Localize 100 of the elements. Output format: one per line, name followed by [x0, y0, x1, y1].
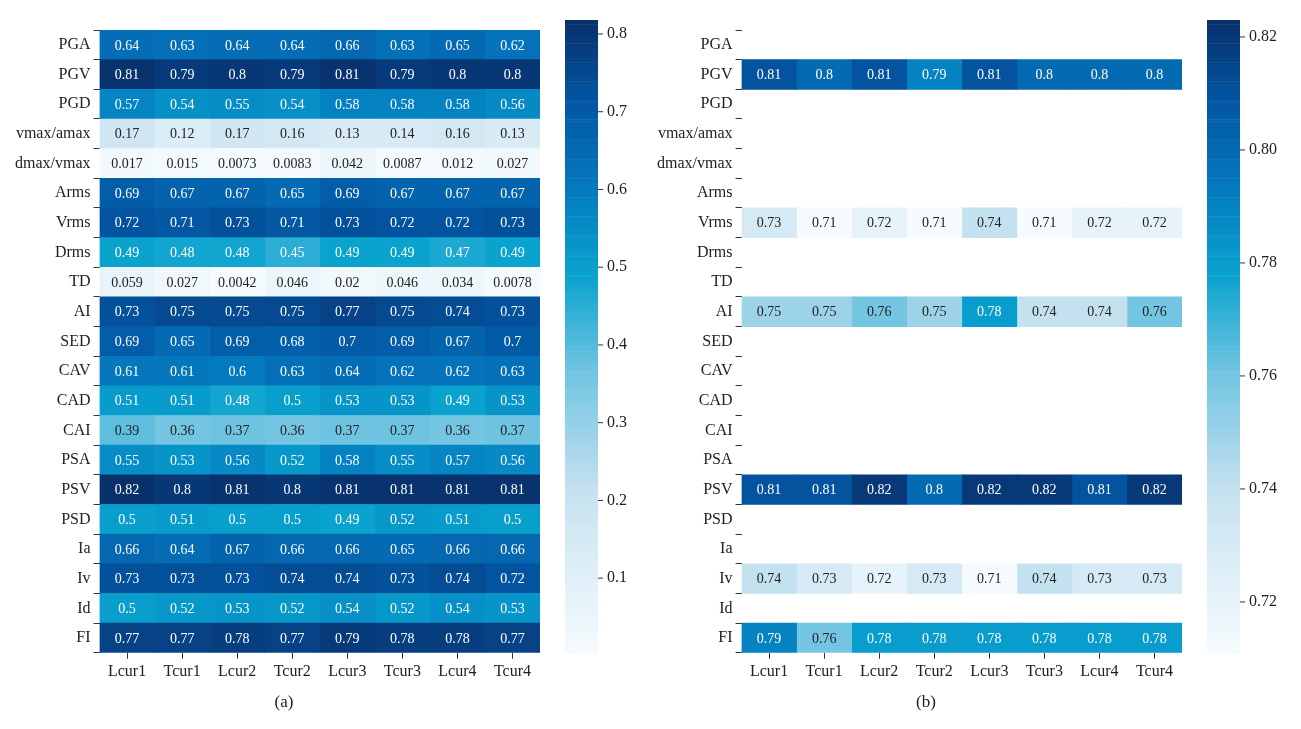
- data-label: 0.63: [500, 363, 525, 379]
- data-label: 0.71: [279, 215, 305, 231]
- data-label: 0.64: [169, 541, 195, 557]
- y-tick-label: Ia: [720, 539, 733, 557]
- data-label: 0.79: [921, 67, 947, 83]
- data-label: 0.73: [500, 304, 525, 320]
- data-label: 0.73: [500, 215, 525, 231]
- data-label: 0.74: [445, 304, 470, 320]
- y-tick-label: dmax/vmax: [656, 153, 733, 171]
- data-label: 0.36: [279, 423, 305, 439]
- data-label: 0.77: [169, 630, 195, 646]
- data-label: 0.66: [335, 37, 360, 53]
- data-label: 0.81: [1087, 482, 1112, 498]
- data-label: 0.73: [756, 215, 782, 231]
- data-label: 0.67: [224, 541, 250, 557]
- data-label: 0.71: [977, 571, 1002, 587]
- data-label: 0.81: [977, 67, 1002, 83]
- x-tick-label: Lcur2: [860, 661, 899, 679]
- data-label: 0.7: [503, 334, 522, 350]
- data-label: 0.78: [224, 630, 250, 646]
- data-label: 0.48: [224, 245, 250, 261]
- data-label: 0.37: [224, 423, 250, 439]
- data-label: 0.66: [500, 541, 525, 557]
- y-tick-label: Drms: [696, 242, 733, 260]
- data-label: 0.79: [756, 630, 782, 646]
- color-bar-label: 0.7: [607, 101, 627, 119]
- data-label: 0.64: [114, 37, 140, 53]
- data-label: 0.48: [224, 393, 250, 409]
- y-tick-label: CAD: [698, 390, 733, 408]
- y-tick-label: CAD: [56, 390, 91, 408]
- data-label: 0.58: [390, 96, 415, 112]
- data-label: 0.81: [811, 482, 837, 498]
- data-label: 0.71: [169, 215, 195, 231]
- data-label: 0.74: [1087, 304, 1112, 320]
- data-label: 0.73: [114, 304, 140, 320]
- data-label: 0.79: [169, 67, 195, 83]
- y-tick-label: PGA: [58, 35, 91, 53]
- y-tick-label: PSD: [61, 509, 91, 527]
- data-label: 0.51: [114, 393, 140, 409]
- y-tick-label: PGD: [58, 94, 91, 112]
- data-label: 0.73: [169, 571, 195, 587]
- data-label: 0.36: [169, 423, 195, 439]
- y-tick-label: dmax/vmax: [14, 153, 91, 171]
- data-label: 0.64: [224, 37, 250, 53]
- x-tick-label: Tcur2: [915, 661, 953, 679]
- y-tick-label: CAI: [62, 420, 91, 438]
- data-label: 0.64: [335, 363, 360, 379]
- data-label: 0.58: [445, 96, 470, 112]
- data-label: 0.75: [756, 304, 782, 320]
- x-tick-label: Lcur4: [1080, 661, 1119, 679]
- data-label: 0.8: [925, 482, 943, 498]
- data-label: 0.79: [279, 67, 305, 83]
- data-label: 0.046: [386, 274, 419, 290]
- data-label: 0.67: [445, 185, 470, 201]
- data-label: 0.49: [445, 393, 470, 409]
- data-label: 0.51: [169, 393, 195, 409]
- data-label: 0.67: [390, 185, 415, 201]
- data-label: 0.58: [335, 452, 360, 468]
- y-tick-label: PSA: [703, 450, 733, 468]
- data-label: 0.67: [169, 185, 195, 201]
- data-label: 0.027: [496, 156, 529, 172]
- data-label: 0.7: [338, 334, 357, 350]
- data-label: 0.51: [445, 512, 470, 528]
- data-label: 0.49: [500, 245, 525, 261]
- data-label: 0.49: [335, 245, 360, 261]
- y-tick-label: PSV: [61, 479, 91, 497]
- data-label: 0.63: [169, 37, 195, 53]
- data-label: 0.49: [390, 245, 415, 261]
- data-label: 0.76: [866, 304, 892, 320]
- color-bar-label: 0.82: [1249, 27, 1277, 45]
- y-tick-label: AI: [715, 301, 733, 319]
- y-tick-label: AI: [73, 301, 91, 319]
- y-tick-label: SED: [60, 331, 91, 349]
- y-tick-label: Arms: [696, 183, 733, 201]
- data-label: 0.78: [1087, 630, 1112, 646]
- y-tick-label: PGA: [700, 35, 733, 53]
- y-tick-label: PSV: [703, 479, 733, 497]
- data-label: 0.73: [390, 571, 415, 587]
- data-label: 0.57: [445, 452, 470, 468]
- data-label: 0.0083: [272, 156, 312, 172]
- data-label: 0.13: [335, 126, 360, 142]
- data-label: 0.75: [921, 304, 947, 320]
- color-bar-label: 0.8: [607, 24, 627, 42]
- data-label: 0.78: [1032, 630, 1057, 646]
- data-label: 0.69: [114, 185, 140, 201]
- data-label: 0.53: [335, 393, 360, 409]
- data-label: 0.62: [500, 37, 525, 53]
- data-label: 0.13: [500, 126, 525, 142]
- color-bar-label: 0.4: [607, 335, 627, 353]
- x-tick-label: Tcur4: [1135, 661, 1174, 679]
- data-label: 0.16: [279, 126, 305, 142]
- y-tick-label: Id: [77, 598, 91, 616]
- x-tick-label: Tcur1: [163, 661, 201, 679]
- y-tick-label: CAV: [700, 361, 733, 379]
- y-tick-label: Drms: [54, 242, 91, 260]
- data-label: 0.027: [166, 274, 198, 290]
- data-label: 0.73: [1142, 571, 1167, 587]
- x-tick-label: Lcur3: [328, 661, 367, 679]
- data-label: 0.72: [500, 571, 525, 587]
- data-label: 0.52: [390, 600, 415, 616]
